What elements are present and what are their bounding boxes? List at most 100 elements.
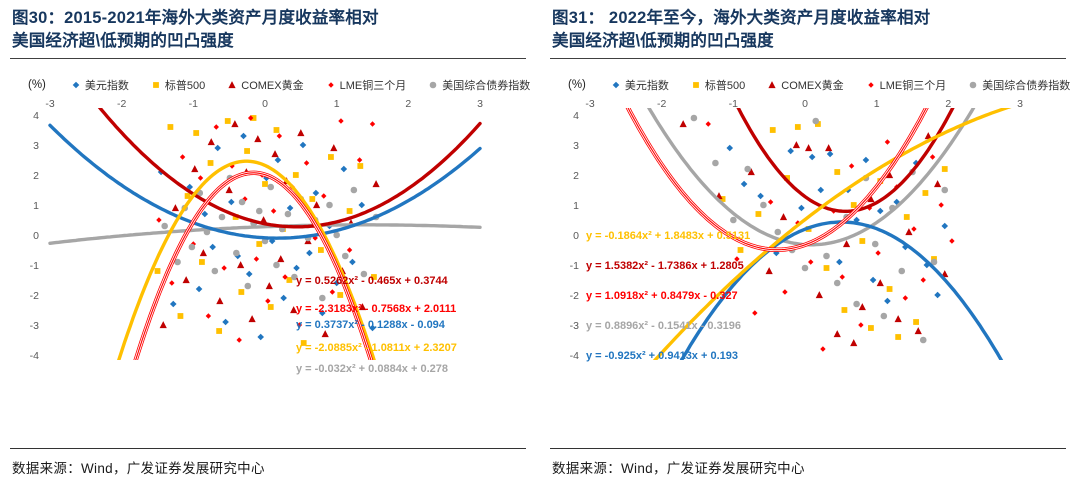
figure-31-panel: 图31： 2022年至今，海外大类资产月度收益率相对 美国经济超\低预期的凹凸强… — [540, 0, 1080, 487]
scatter-point — [247, 115, 254, 121]
legend-item-spx: 标普500 — [690, 77, 745, 93]
scatter-point — [798, 204, 805, 212]
scatter-point — [286, 204, 294, 212]
spx-marker-icon — [692, 81, 699, 88]
bond-marker-icon — [969, 81, 977, 89]
scatter-point — [267, 303, 274, 310]
scatter-point — [817, 186, 825, 194]
scatter-point — [184, 192, 191, 199]
scatter-point — [265, 298, 271, 304]
scatter-point — [823, 264, 830, 271]
scatter-point — [914, 326, 922, 334]
scatter-point — [273, 126, 280, 133]
scatter-point — [834, 168, 841, 175]
legend-item-usd: 美元指数 — [610, 77, 669, 93]
scatter-point — [299, 141, 307, 149]
x-axis-tick-label: -1 — [189, 98, 198, 110]
scatter-point — [808, 259, 814, 265]
scatter-point — [177, 312, 184, 319]
bond-marker-icon — [429, 81, 437, 89]
y-axis-unit-label: (%) — [28, 78, 46, 91]
scatter-point — [240, 132, 247, 140]
y-axis-tick-label: 1 — [573, 200, 579, 212]
scatter-point — [346, 247, 353, 253]
equation-label-gold: y = 1.5382x² - 1.7386x + 1.2805 — [586, 260, 744, 272]
scatter-point — [291, 273, 298, 281]
y-axis-tick-label: 4 — [573, 110, 579, 122]
scatter-point — [747, 167, 755, 175]
scatter-point — [333, 279, 340, 287]
scatter-point — [765, 266, 773, 274]
scatter-point — [841, 306, 848, 313]
scatter-point — [333, 231, 340, 239]
scatter-point — [924, 131, 932, 139]
scatter-point — [319, 294, 326, 302]
copper-marker-icon — [867, 82, 874, 88]
scatter-series-spx — [154, 114, 377, 346]
y-axis-tick-label: -2 — [570, 290, 579, 302]
scatter-point — [755, 210, 762, 217]
scatter-point — [205, 313, 212, 319]
scatter-point — [282, 274, 288, 280]
scatter-point — [941, 165, 948, 172]
scatter-point — [195, 285, 203, 293]
scatter-point — [836, 258, 843, 266]
scatter-point — [346, 207, 353, 214]
y-axis-tick-label: -3 — [30, 320, 39, 332]
legend-item-bond: 美国综合债券指数 — [427, 77, 530, 93]
figure-31-scatter-chart: -3 -2 -1 0 1 2 3 4 3 2 1 0 -1 -2 -3 -4 y = -0.1864x² + 1… — [570, 98, 1023, 362]
figure-31-title: 图31： 2022年至今，海外大类资产月度收益率相对 美国经济超\低预期的凹凸强… — [550, 0, 1066, 58]
scatter-point — [191, 164, 199, 172]
scatter-point — [858, 302, 866, 310]
y-axis-tick-label: 4 — [33, 110, 39, 122]
equation-label-copper: y = 1.0918x² + 0.8479x - 0.327 — [586, 290, 738, 302]
figure-31-chart-area: -3 -2 -1 0 1 2 3 4 3 2 1 0 -1 -2 -3 -4 y = -0.1864x² + 1… — [550, 95, 1066, 391]
equation-label-gold: y = 0.5262x² - 0.465x + 0.3744 — [296, 275, 449, 287]
legend-items: 美元指数 标普500 COMEX黄金 LME铜三个月 美国综合债券指数 — [70, 77, 551, 93]
scatter-point — [903, 213, 910, 220]
fit-curve-usd — [679, 220, 1004, 360]
scatter-point — [850, 201, 857, 208]
scatter-point — [804, 143, 813, 151]
scatter-point — [360, 270, 368, 278]
x-axis-tick-label: 1 — [874, 98, 880, 110]
equation-label-spx: y = -2.0885x² - 1.0811x + 2.3207 — [296, 342, 457, 354]
fit-curve-copper — [133, 170, 374, 360]
scatter-point — [286, 276, 293, 283]
y-axis-tick-label: -2 — [30, 290, 39, 302]
scatter-point — [207, 159, 214, 166]
scatter-point — [941, 186, 949, 194]
legend-label-gold: COMEX黄金 — [241, 79, 304, 92]
scatter-point — [245, 270, 253, 278]
y-axis-tick-label: -4 — [570, 350, 579, 362]
figure-30-footer: 数据来源：Wind，广发证券发展研究中心 — [10, 448, 526, 487]
scatter-point — [329, 289, 336, 295]
figure-31-source: 数据来源：Wind，广发证券发展研究中心 — [552, 461, 805, 476]
usd-marker-icon — [612, 81, 620, 89]
scatter-point — [712, 159, 719, 167]
y-axis-tick-label: -1 — [30, 260, 39, 272]
equation-label-copper: y = -2.3183x² - 0.7568x + 2.0111 — [296, 303, 456, 315]
legend-label-spx: 标普500 — [704, 79, 746, 92]
scatter-point — [256, 240, 263, 247]
scatter-point — [257, 333, 264, 341]
scatter-point — [737, 246, 744, 253]
x-axis-tick-label: -3 — [45, 98, 54, 110]
scatter-point — [270, 208, 277, 214]
scatter-point — [782, 289, 788, 295]
fit-curve-bond — [646, 107, 976, 247]
figure-31-title-line1: 图31： 2022年至今，海外大类资产月度收益率相对 — [552, 9, 931, 27]
scatter-point — [894, 314, 902, 322]
scatter-point — [274, 156, 282, 164]
scatter-point — [744, 165, 751, 173]
fit-curve-spx — [652, 107, 1012, 360]
fit-curve-copper — [625, 107, 929, 252]
scatter-point — [719, 195, 726, 202]
legend-item-copper: LME铜三个月 — [325, 77, 406, 93]
scatter-point — [869, 276, 877, 284]
scatter-point — [238, 288, 245, 295]
scatter-point — [740, 180, 748, 188]
scatter-point — [730, 216, 737, 224]
scatter-point — [358, 201, 366, 209]
x-axis-tick-label: 2 — [945, 98, 951, 110]
